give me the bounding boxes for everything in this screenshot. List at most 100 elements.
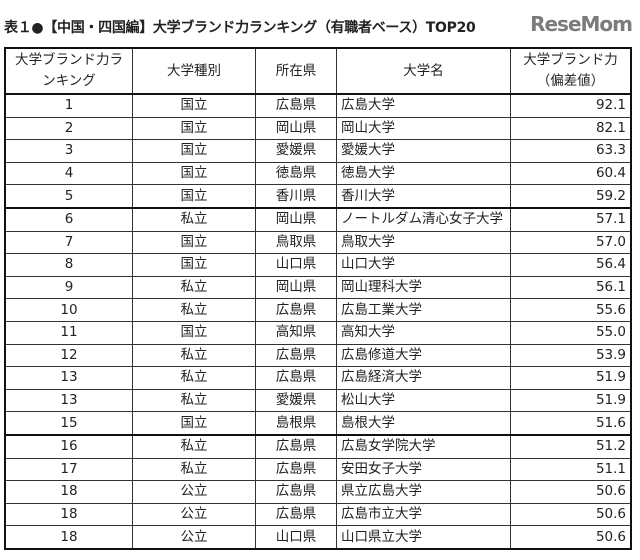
rank-cell: 3	[4, 139, 133, 163]
prefecture-cell: 山口県	[255, 525, 337, 550]
header-university: 大学名	[336, 47, 511, 95]
prefecture-cell: 岡山県	[255, 116, 337, 141]
university-cell: 島根大学	[336, 411, 511, 436]
university-cell: 広島修道大学	[336, 343, 511, 368]
type-cell: 国立	[132, 253, 256, 277]
rank-cell: 4	[4, 161, 133, 186]
score-cell: 50.6	[510, 480, 632, 504]
type-cell: 私立	[132, 457, 256, 482]
prefecture-cell: 広島県	[255, 343, 337, 368]
type-cell: 国立	[132, 184, 256, 209]
rank-cell: 5	[4, 184, 133, 209]
type-cell: 公立	[132, 525, 256, 550]
prefecture-cell: 島根県	[255, 411, 337, 436]
header-rank: 大学ブランド力ランキング	[4, 47, 133, 95]
prefecture-cell: 広島県	[255, 366, 337, 390]
table-row: 10 私立 広島県 広島工業大学 55.6	[4, 298, 632, 322]
score-cell: 50.6	[510, 502, 632, 527]
type-cell: 国立	[132, 93, 256, 118]
score-cell: 51.1	[510, 457, 632, 482]
ranking-table: 大学ブランド力ランキング 大学種別 所在県 大学名 大学ブランド力（偏差値） 1…	[4, 47, 632, 550]
type-cell: 国立	[132, 411, 256, 436]
type-cell: 公立	[132, 502, 256, 527]
rank-cell: 13	[4, 366, 133, 390]
table-row: 2 国立 岡山県 岡山大学 82.1	[4, 116, 632, 141]
score-cell: 55.6	[510, 298, 632, 322]
header-row: 大学ブランド力ランキング 大学種別 所在県 大学名 大学ブランド力（偏差値）	[4, 47, 632, 95]
table-row: 16 私立 広島県 広島女学院大学 51.2	[4, 433, 632, 459]
prefecture-cell: 山口県	[255, 253, 337, 277]
rank-cell: 8	[4, 253, 133, 277]
header-prefecture: 所在県	[255, 47, 337, 95]
type-cell: 私立	[132, 388, 256, 413]
type-cell: 国立	[132, 320, 256, 345]
type-cell: 私立	[132, 206, 256, 232]
table-row: 18 公立 山口県 山口県立大学 50.6	[4, 525, 632, 550]
prefecture-cell: 岡山県	[255, 275, 337, 300]
university-cell: 徳島大学	[336, 161, 511, 186]
rank-cell: 11	[4, 320, 133, 345]
university-cell: 香川大学	[336, 184, 511, 209]
university-cell: 岡山理科大学	[336, 275, 511, 300]
type-cell: 私立	[132, 433, 256, 459]
table-row: 5 国立 香川県 香川大学 59.2	[4, 184, 632, 209]
score-cell: 57.0	[510, 230, 632, 255]
table-row: 6 私立 岡山県 ノートルダム清心女子大学 57.1	[4, 206, 632, 232]
prefecture-cell: 広島県	[255, 298, 337, 322]
score-cell: 56.4	[510, 253, 632, 277]
prefecture-cell: 鳥取県	[255, 230, 337, 255]
table-row: 12 私立 広島県 広島修道大学 53.9	[4, 343, 632, 368]
rank-cell: 10	[4, 298, 133, 322]
table-row: 8 国立 山口県 山口大学 56.4	[4, 253, 632, 277]
university-cell: 広島市立大学	[336, 502, 511, 527]
header-score: 大学ブランド力（偏差値）	[510, 47, 632, 95]
university-cell: 県立広島大学	[336, 480, 511, 504]
university-cell: 鳥取大学	[336, 230, 511, 255]
score-cell: 59.2	[510, 184, 632, 209]
prefecture-cell: 広島県	[255, 93, 337, 118]
score-cell: 51.6	[510, 411, 632, 436]
rank-cell: 1	[4, 93, 133, 118]
prefecture-cell: 広島県	[255, 457, 337, 482]
rank-cell: 18	[4, 502, 133, 527]
table-row: 1 国立 広島県 広島大学 92.1	[4, 93, 632, 118]
score-cell: 57.1	[510, 206, 632, 232]
university-cell: 山口大学	[336, 253, 511, 277]
type-cell: 私立	[132, 366, 256, 390]
prefecture-cell: 広島県	[255, 502, 337, 527]
score-cell: 63.3	[510, 139, 632, 163]
prefecture-cell: 広島県	[255, 433, 337, 459]
score-cell: 51.9	[510, 366, 632, 390]
score-cell: 60.4	[510, 161, 632, 186]
university-cell: 広島大学	[336, 93, 511, 118]
university-cell: 高知大学	[336, 320, 511, 345]
prefecture-cell: 高知県	[255, 320, 337, 345]
score-cell: 55.0	[510, 320, 632, 345]
university-cell: 山口県立大学	[336, 525, 511, 550]
table-row: 9 私立 岡山県 岡山理科大学 56.1	[4, 275, 632, 300]
rank-cell: 18	[4, 525, 133, 550]
prefecture-cell: 愛媛県	[255, 139, 337, 163]
table-row: 7 国立 鳥取県 鳥取大学 57.0	[4, 230, 632, 255]
university-cell: 広島工業大学	[336, 298, 511, 322]
prefecture-cell: 広島県	[255, 480, 337, 504]
prefecture-cell: 徳島県	[255, 161, 337, 186]
score-cell: 56.1	[510, 275, 632, 300]
prefecture-cell: 岡山県	[255, 206, 337, 232]
score-cell: 51.2	[510, 433, 632, 459]
rank-cell: 16	[4, 433, 133, 459]
table-row: 3 国立 愛媛県 愛媛大学 63.3	[4, 139, 632, 163]
score-cell: 50.6	[510, 525, 632, 550]
type-cell: 私立	[132, 343, 256, 368]
rank-cell: 9	[4, 275, 133, 300]
resemom-watermark-logo: ReseMom	[530, 12, 633, 36]
university-cell: 広島経済大学	[336, 366, 511, 390]
rank-cell: 7	[4, 230, 133, 255]
university-cell: 愛媛大学	[336, 139, 511, 163]
score-cell: 53.9	[510, 343, 632, 368]
table-row: 17 私立 広島県 安田女子大学 51.1	[4, 457, 632, 482]
university-cell: 安田女子大学	[336, 457, 511, 482]
rank-cell: 17	[4, 457, 133, 482]
type-cell: 国立	[132, 230, 256, 255]
table-row: 4 国立 徳島県 徳島大学 60.4	[4, 161, 632, 186]
